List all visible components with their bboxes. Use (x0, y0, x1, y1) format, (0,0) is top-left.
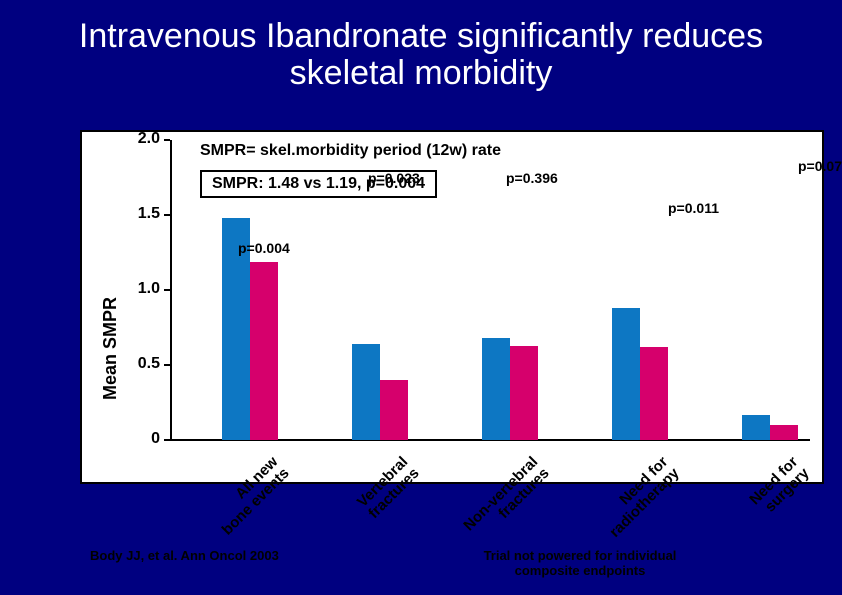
bar-placebo (742, 415, 770, 441)
y-tick-label: 0 (120, 430, 160, 448)
footnote: Trial not powered for individual composi… (450, 548, 710, 578)
p-value-label: p=0.396 (506, 170, 558, 186)
y-tick-label: 1.5 (120, 205, 160, 223)
bar-drug (640, 347, 668, 440)
bar-drug (380, 380, 408, 440)
p-value-label: p=0.023 (368, 170, 420, 186)
citation: Body JJ, et al. Ann Oncol 2003 (90, 548, 279, 563)
plot-area: p=0.004All newbone eventsp=0.023Vertebra… (170, 140, 810, 440)
y-tick-label: 2.0 (120, 130, 160, 148)
bar-placebo (482, 338, 510, 440)
y-axis-line (170, 140, 172, 440)
y-axis-label: Mean SMPR (100, 297, 121, 400)
bar-drug (510, 346, 538, 441)
bar-drug (250, 262, 278, 441)
y-tick-label: 0.5 (120, 355, 160, 373)
slide: Intravenous Ibandronate significantly re… (0, 0, 842, 595)
p-value-label: p=0.004 (238, 240, 290, 256)
p-value-label: p=0.075 (798, 158, 842, 174)
p-value-label: p=0.011 (668, 200, 719, 216)
y-tick-label: 1.0 (120, 280, 160, 298)
bar-placebo (352, 344, 380, 440)
slide-title: Intravenous Ibandronate significantly re… (30, 18, 812, 93)
bar-drug (770, 425, 798, 440)
bar-placebo (612, 308, 640, 440)
